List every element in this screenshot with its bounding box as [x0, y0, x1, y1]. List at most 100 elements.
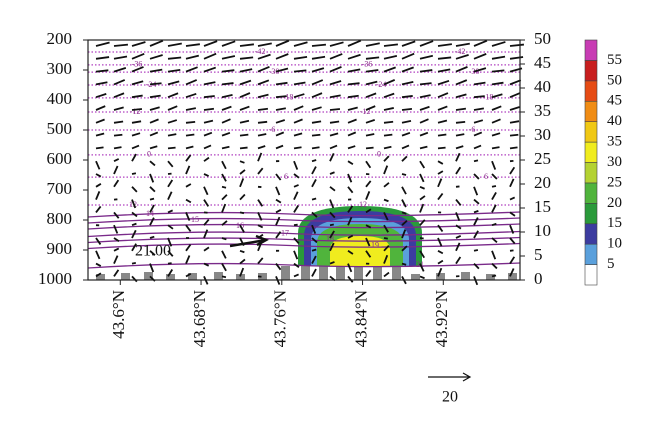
y-tick-label: 400: [47, 89, 73, 108]
wind-vector: [257, 199, 264, 207]
wind-vector: [113, 247, 120, 252]
wind-vector: [509, 178, 515, 188]
wind-vector: [365, 269, 372, 277]
wind-vector: [383, 182, 390, 188]
wind-vector: [167, 160, 174, 168]
y2-tick-label: 30: [534, 125, 551, 144]
wind-vector: [401, 131, 411, 137]
wind-vector: [419, 237, 424, 240]
wind-vector: [203, 199, 210, 207]
wind-vector: [95, 160, 101, 170]
wind-vector: [257, 107, 269, 111]
terrain: [392, 266, 401, 280]
wind-vector: [95, 250, 101, 260]
wind-vector: [347, 118, 357, 124]
wind-vector: [95, 81, 108, 86]
wind-vector: [185, 66, 198, 73]
wind-vector: [149, 118, 159, 124]
wind-vector: [149, 39, 164, 47]
wind-vector: [203, 81, 216, 86]
colorbar-label: 5: [607, 256, 615, 272]
wind-vector: [329, 186, 336, 192]
wind-vector: [185, 212, 191, 221]
terrain: [144, 272, 153, 280]
wind-vector: [455, 54, 469, 60]
wind-vector: [365, 56, 380, 60]
wind-vector: [167, 42, 182, 47]
colorbar-box: [584, 39, 598, 61]
wind-vector: [329, 41, 344, 47]
terrain: [121, 273, 130, 280]
wind-vector: [95, 183, 102, 188]
wind-vector: [203, 66, 217, 73]
terrain: [96, 274, 105, 280]
wind-vector: [509, 106, 520, 111]
wind-vector: [293, 184, 299, 188]
terrain: [508, 273, 517, 280]
solid-contour: [87, 211, 521, 218]
wind-vector: [329, 53, 343, 60]
wind-vector: [167, 209, 173, 214]
wind-vector: [491, 55, 506, 60]
wind-vector: [491, 93, 503, 99]
wind-vector: [293, 55, 308, 60]
wind-vector: [311, 178, 317, 188]
wind-vector: [185, 54, 200, 60]
reference-label: 20: [442, 389, 458, 406]
wind-vector: [347, 82, 360, 86]
contour-label: 0: [147, 150, 151, 159]
colorbar-label: 40: [607, 113, 622, 129]
wind-vector: [185, 145, 194, 150]
wind-vector: [491, 237, 498, 243]
wind-vector: [509, 92, 521, 99]
wind-vector: [149, 197, 155, 201]
wind-vector: [113, 67, 127, 73]
wind-vector: [239, 160, 245, 164]
wind-vector: [455, 166, 462, 175]
wind-vector: [401, 95, 413, 99]
wind-vector: [149, 160, 156, 167]
wind-vector: [383, 254, 389, 264]
wind-vector: [131, 66, 144, 73]
wind-vector: [419, 219, 426, 226]
wind-vector: [185, 120, 196, 124]
wind-vector: [491, 262, 498, 270]
colorbar-box: [584, 80, 598, 102]
wind-vector: [437, 178, 443, 188]
wind-vector: [203, 246, 210, 252]
colorbar-label: 55: [607, 52, 622, 68]
contour-label: -42: [255, 47, 266, 56]
solid-contour: [87, 242, 521, 250]
wind-vector: [221, 69, 235, 73]
wind-vector: [167, 56, 182, 60]
wind-vector: [221, 275, 227, 279]
wind-vector: [257, 79, 270, 86]
wind-vector: [149, 250, 156, 256]
wind-vector: [347, 205, 354, 213]
wind-vector: [203, 156, 210, 162]
wind-vector: [293, 262, 300, 268]
wind-vector: [365, 119, 376, 124]
wind-vector: [149, 235, 155, 239]
wind-vector: [365, 69, 379, 73]
annotation: 21.00: [135, 243, 171, 260]
wind-vector: [437, 267, 443, 277]
wind-vector: [383, 212, 389, 221]
wind-vector: [95, 105, 106, 111]
wind-vector: [221, 55, 236, 60]
wind-vector: [239, 249, 245, 254]
wind-vector: [185, 183, 192, 188]
x-tick-label: 43.68°N: [190, 290, 209, 347]
wind-vector: [491, 173, 498, 180]
wind-vector: [311, 166, 317, 175]
wind-vector: [167, 269, 174, 277]
wind-vector: [293, 205, 300, 213]
wind-vector: [491, 222, 497, 227]
y-tick-label: 200: [47, 29, 73, 48]
wind-vector: [221, 131, 231, 137]
contour-label: -12: [360, 107, 371, 116]
contour-label: -6: [269, 125, 276, 134]
wind-vector: [113, 224, 119, 234]
wind-vector: [383, 155, 390, 162]
y-tick-label: 1000: [38, 269, 72, 288]
